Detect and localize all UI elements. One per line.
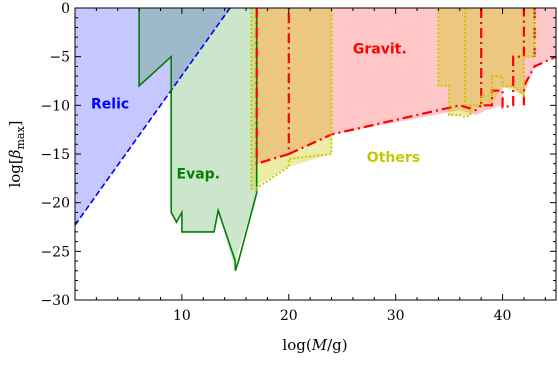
y-tick-label: 0 [61,1,70,17]
y-tick-label: −25 [40,244,70,260]
x-tick-label: 40 [494,308,512,324]
region-others-secondary-4 [438,8,535,116]
region-label-others: Others [367,150,420,166]
boundary-line-1 [138,8,258,272]
y-tick-label: −10 [40,98,70,114]
x-tick-label: 20 [280,308,298,324]
ticks-layer: 10 20 30 40 0 −5 −10 −15 −20 −25 −30 [40,1,556,324]
y-tick-label: −15 [40,147,70,163]
regions-layer [75,8,556,271]
x-tick-label: 10 [173,308,191,324]
x-axis-label: log(M/g) [282,336,347,354]
boundary-line-4 [480,8,526,109]
region-label-relic: Relic [91,96,129,112]
y-tick-label: −5 [49,50,70,66]
lines-layer [75,8,556,272]
x-tick-label: 30 [387,308,405,324]
boundary-line-2 [255,8,290,166]
region-label-evap: Evap. [177,166,220,182]
boundary-line-8 [437,8,536,119]
y-axis-label: log[βmax] [6,120,27,187]
region-evap-1 [139,8,257,271]
region-label-gravit: Gravit. [353,42,407,58]
boundary-line-7 [250,8,333,193]
y-tick-label: −30 [40,293,70,309]
y-tick-label: −20 [40,196,70,212]
region-labels-layer: Relic Evap. Gravit. Others [91,42,420,183]
